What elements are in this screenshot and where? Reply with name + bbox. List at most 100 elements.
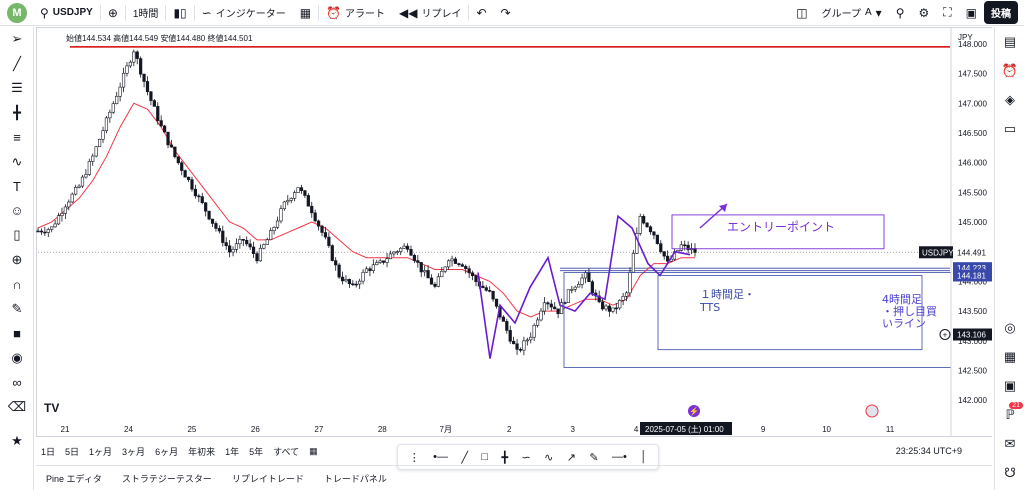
pitchfork-icon[interactable]: ╋ [13,104,21,120]
price-line-icon[interactable]: —• [612,451,627,463]
group-button[interactable]: グループ A ▾ [815,0,889,26]
symbol-label: USDJPY [52,7,93,18]
polyline-icon[interactable]: ∿ [544,451,554,464]
text-icon[interactable]: T [13,178,21,194]
timeframe-button[interactable]: 1時間 [132,9,159,20]
avatar[interactable]: M [7,2,27,23]
chart-type-button[interactable]: ▮▯ [166,0,193,26]
divider [99,4,101,21]
apps-icon[interactable]: ▣ [1003,377,1017,393]
chat-icon[interactable]: ▭ [1003,120,1017,136]
eye-icon[interactable]: ◉ [11,349,23,365]
post-button[interactable]: 投稿 [984,1,1018,24]
right-sidebar: ▤ ⏰ ◈ ▭ ◎ ▦ ▣ ℙ 21 ✉ ☋ [994,27,1024,490]
layout-panel-button[interactable]: ◫ [789,0,814,26]
alarm-clock-icon[interactable]: ⏰ [1001,62,1019,78]
gear-icon: ⚙ [918,5,930,20]
lightning-search-icon: ⚲ [895,5,905,20]
range-6m[interactable]: 6ヶ月 [155,446,179,457]
range-1m[interactable]: 1ヶ月 [89,446,113,457]
divider [468,4,470,21]
drag-handle-icon[interactable]: ⋮ [408,451,420,464]
divider [165,4,167,21]
group-letter: A [864,7,872,18]
undo-button[interactable]: ↶ [469,0,493,26]
trendline-icon[interactable]: ╱ [13,55,21,71]
low-value: 144.480 [176,34,206,43]
redo-button[interactable]: ↷ [494,0,518,26]
zoom-icon[interactable]: ⊕ [11,251,23,267]
brush-icon[interactable]: ✎ [589,451,599,464]
trend-line-icon[interactable]: ╱ [461,451,468,464]
range-3m[interactable]: 3ヶ月 [122,446,146,457]
compare-button[interactable]: ⊕ [101,0,125,26]
tab-replay-trade[interactable]: リプレイトレード [231,473,304,484]
chevron-down-icon: ▾ [875,5,882,20]
bell-icon[interactable]: ☋ [1004,464,1016,480]
range-all[interactable]: すべて [273,446,300,457]
candles-icon: ▮▯ [173,5,187,20]
chart-pane[interactable] [36,27,992,437]
link-icon[interactable]: ∞ [12,374,22,390]
fullscreen-button[interactable]: ⛶ [936,0,958,26]
crosshair-rect-icon[interactable]: ╋ [501,451,509,464]
alarm-icon: ⏰ [326,5,342,20]
timeframe-bar: 1日 5日 1ヶ月 3ヶ月 6ヶ月 年初来 1年 5年 すべて ▦ 23:25:… [36,438,992,464]
watchlist-icon[interactable]: ▤ [1003,33,1017,49]
close-value: 144.501 [223,34,253,43]
low-label: 安値 [160,34,177,43]
lock-icon[interactable]: ■ [13,325,21,341]
settings-button[interactable]: ⚙ [911,0,936,26]
range-1d[interactable]: 1日 [41,446,56,457]
indicators-button[interactable]: ∽ インジケーター [195,0,293,26]
horizontal-lines-icon[interactable]: ☰ [11,80,23,96]
range-ytd[interactable]: 年初来 [188,446,216,457]
layers-icon[interactable]: ◈ [1005,91,1015,107]
cursor-icon[interactable]: ➢ [11,31,23,47]
notifications-icon[interactable]: ℙ 21 [995,400,1024,429]
indicators-label: インジケーター [215,9,286,20]
close-label: 終値 [207,34,224,43]
layouts-button[interactable]: ▦ [293,0,318,26]
range-5d[interactable]: 5日 [65,446,80,457]
high-label: 高値 [113,34,130,43]
trash-icon[interactable]: ⌫ [7,398,27,414]
quick-search-button[interactable]: ⚲ [889,0,912,26]
divider [318,4,320,21]
path-icon[interactable]: ∽ [521,451,531,464]
fibonacci-icon[interactable]: ≡ [13,129,21,145]
draw-mode-icon[interactable]: ✎ [11,300,23,316]
snapshot-button[interactable]: ▣ [959,0,984,26]
help-icon[interactable]: ✉ [1004,435,1016,451]
tab-pine-editor[interactable]: Pine エディタ [46,473,102,484]
replay-button[interactable]: ◀◀ リプレイ [392,0,468,26]
fullscreen-icon: ⛶ [943,5,952,19]
search-icon: ⚲ [40,5,49,20]
range-1y[interactable]: 1年 [225,446,240,457]
arrow-icon[interactable]: ↗ [566,451,576,464]
pattern-icon[interactable]: ∿ [11,153,23,169]
horizontal-ray-icon[interactable]: •— [433,451,448,463]
vertical-line-icon[interactable]: │ [640,451,648,463]
alert-button[interactable]: ⏰ アラート [319,0,392,26]
tab-strategy-tester[interactable]: ストラテジーテスター [121,473,212,484]
redo-icon: ↷ [500,5,511,20]
date-range-icon[interactable]: ▦ [309,445,318,456]
divider [124,4,126,21]
ruler-icon[interactable]: ▯ [13,227,21,243]
magnet-icon[interactable]: ∩ [12,276,22,292]
calendar-icon[interactable]: ▦ [1003,348,1017,364]
divider [193,4,195,21]
target-icon[interactable]: ◎ [1004,319,1016,335]
rectangle-icon[interactable]: □ [481,451,489,463]
drawing-toolbar: ➢ ╱ ☰ ╋ ≡ ∿ T ☺ ▯ ⊕ ∩ ✎ ■ ◉ ∞ ⌫ ★ [0,27,34,490]
notification-badge: 21 [1009,402,1023,409]
clock: 23:25:34 UTC+9 [895,446,962,456]
range-5y[interactable]: 5年 [249,446,264,457]
bottom-panel-tabs: Pine エディタ ストラテジーテスター リプレイトレード トレードパネル [36,465,992,490]
emoji-icon[interactable]: ☺ [10,203,24,219]
symbol-search-button[interactable]: ⚲ USDJPY [33,0,100,26]
top-toolbar: M ⚲ USDJPY ⊕ 1時間 ▮▯ ∽ インジケーター ▦ ⏰ アラート ◀… [0,0,1024,26]
tab-trade-panel[interactable]: トレードパネル [323,473,387,484]
favorites-star-icon[interactable]: ★ [11,433,23,449]
